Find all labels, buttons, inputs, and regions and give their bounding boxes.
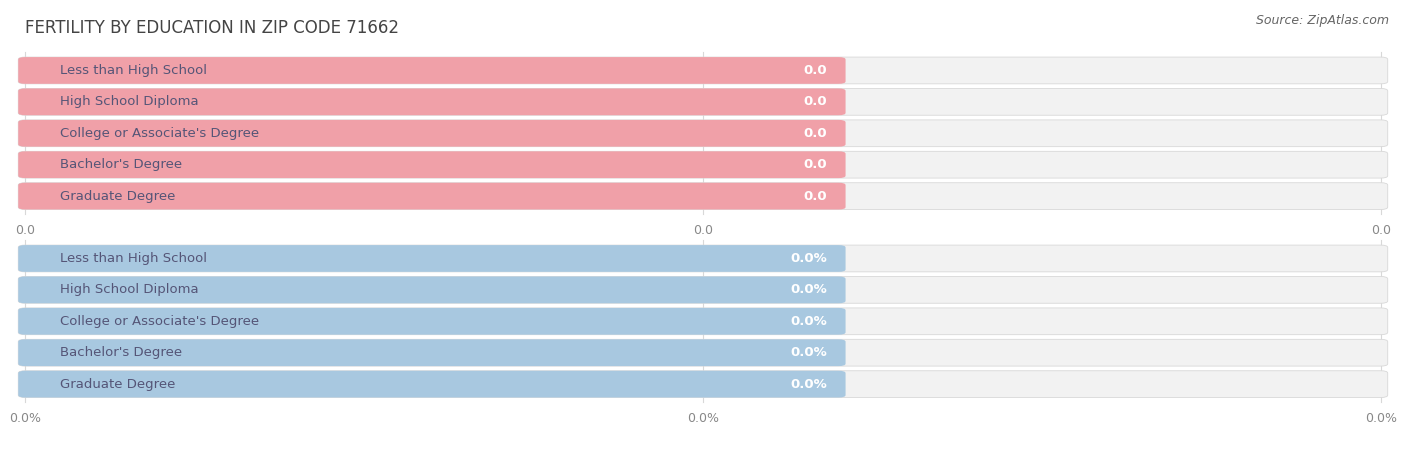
Text: 0.0: 0.0	[15, 224, 35, 237]
FancyBboxPatch shape	[18, 277, 1388, 303]
Text: 0.0%: 0.0%	[688, 412, 718, 425]
FancyBboxPatch shape	[18, 151, 1388, 178]
FancyBboxPatch shape	[18, 183, 1388, 209]
Text: Source: ZipAtlas.com: Source: ZipAtlas.com	[1256, 14, 1389, 27]
Text: High School Diploma: High School Diploma	[60, 283, 200, 297]
FancyBboxPatch shape	[18, 120, 1388, 147]
FancyBboxPatch shape	[18, 151, 845, 178]
Text: 0.0%: 0.0%	[790, 315, 827, 328]
FancyBboxPatch shape	[18, 89, 1388, 115]
Text: Graduate Degree: Graduate Degree	[60, 189, 176, 203]
FancyBboxPatch shape	[18, 89, 845, 115]
Text: FERTILITY BY EDUCATION IN ZIP CODE 71662: FERTILITY BY EDUCATION IN ZIP CODE 71662	[25, 19, 399, 37]
Text: 0.0%: 0.0%	[790, 252, 827, 265]
FancyBboxPatch shape	[18, 371, 1388, 397]
FancyBboxPatch shape	[18, 120, 845, 147]
Text: 0.0: 0.0	[1371, 224, 1391, 237]
Text: 0.0%: 0.0%	[1365, 412, 1396, 425]
Text: College or Associate's Degree: College or Associate's Degree	[60, 315, 260, 328]
FancyBboxPatch shape	[18, 277, 845, 303]
Text: 0.0: 0.0	[804, 95, 827, 109]
FancyBboxPatch shape	[18, 308, 845, 335]
Text: 0.0%: 0.0%	[790, 346, 827, 359]
Text: 0.0%: 0.0%	[790, 377, 827, 391]
Text: 0.0: 0.0	[804, 64, 827, 77]
Text: 0.0: 0.0	[804, 127, 827, 140]
FancyBboxPatch shape	[18, 339, 845, 366]
Text: Less than High School: Less than High School	[60, 64, 208, 77]
Text: College or Associate's Degree: College or Associate's Degree	[60, 127, 260, 140]
Text: Graduate Degree: Graduate Degree	[60, 377, 176, 391]
Text: 0.0: 0.0	[693, 224, 713, 237]
FancyBboxPatch shape	[18, 183, 845, 209]
FancyBboxPatch shape	[18, 371, 845, 397]
Text: High School Diploma: High School Diploma	[60, 95, 200, 109]
FancyBboxPatch shape	[18, 245, 845, 272]
FancyBboxPatch shape	[18, 308, 1388, 335]
Text: 0.0%: 0.0%	[790, 283, 827, 297]
FancyBboxPatch shape	[18, 57, 845, 84]
Text: Less than High School: Less than High School	[60, 252, 208, 265]
Text: Bachelor's Degree: Bachelor's Degree	[60, 346, 183, 359]
FancyBboxPatch shape	[18, 339, 1388, 366]
FancyBboxPatch shape	[18, 57, 1388, 84]
Text: 0.0: 0.0	[804, 158, 827, 171]
Text: 0.0%: 0.0%	[10, 412, 41, 425]
Text: Bachelor's Degree: Bachelor's Degree	[60, 158, 183, 171]
FancyBboxPatch shape	[18, 245, 1388, 272]
Text: 0.0: 0.0	[804, 189, 827, 203]
